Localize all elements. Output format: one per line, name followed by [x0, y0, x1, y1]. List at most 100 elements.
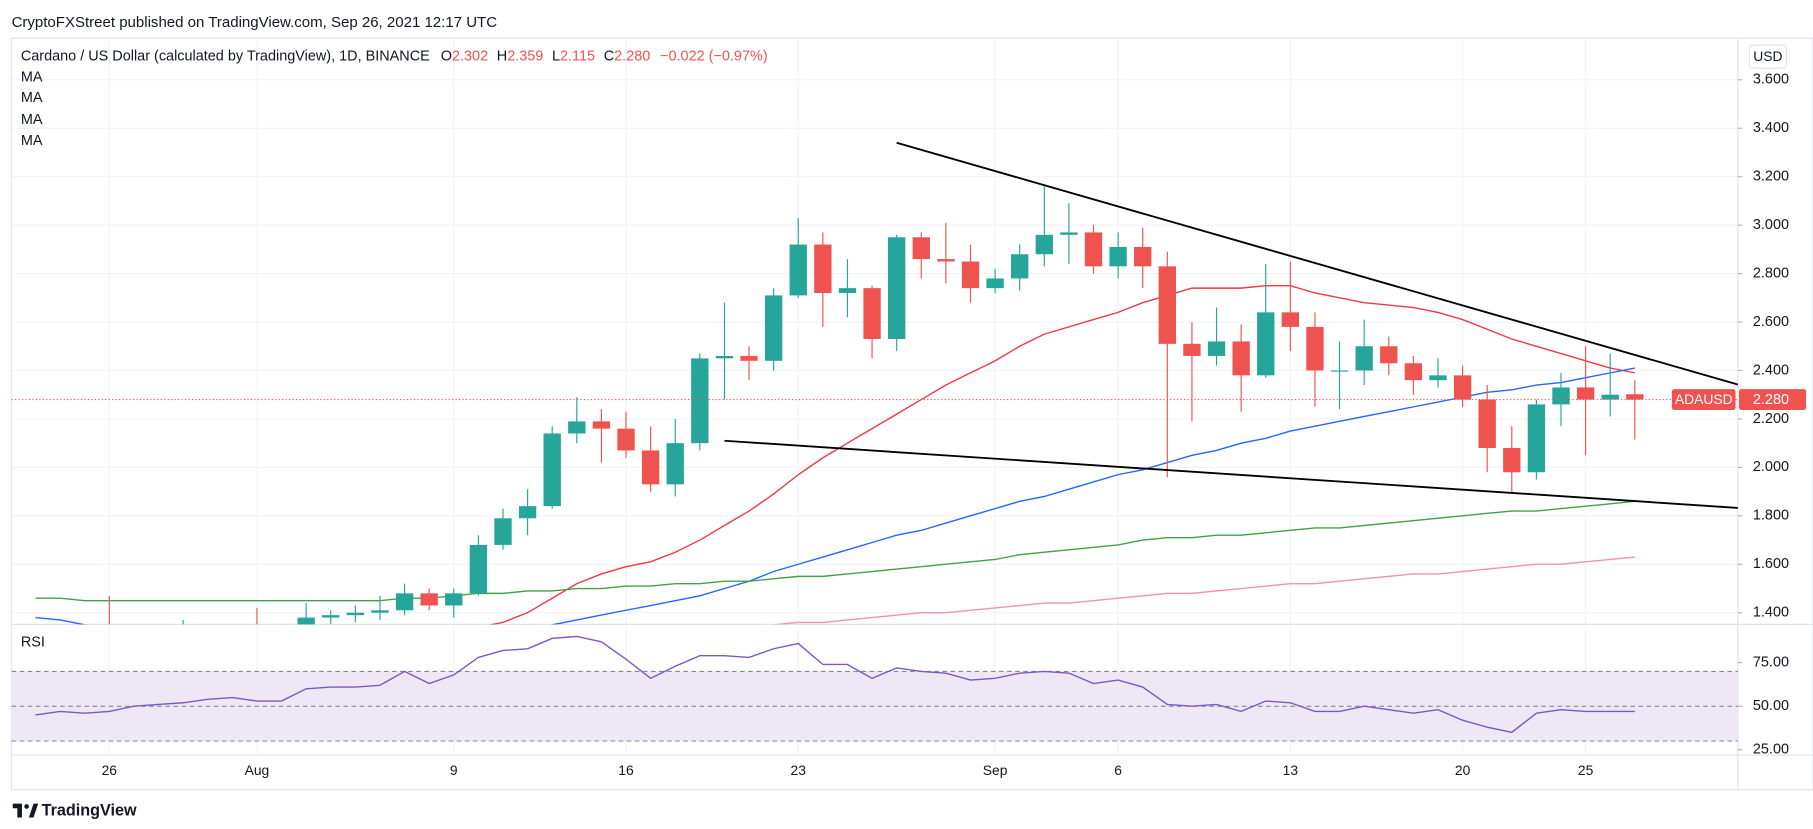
- x-tick-label: 9: [450, 762, 458, 778]
- candle-body: [1330, 370, 1349, 372]
- candle-body: [715, 355, 734, 359]
- candle-body: [1453, 375, 1472, 400]
- symbol-badge: [1671, 389, 1736, 410]
- candle-body: [1306, 326, 1324, 371]
- candle-body: [322, 615, 340, 618]
- legend-value: 2.115: [560, 48, 595, 64]
- candle-body: [1404, 363, 1423, 381]
- ma-label: MA: [21, 112, 43, 128]
- candle-body: [1626, 394, 1644, 400]
- candle-body: [1183, 343, 1201, 356]
- legend-change: −0.022 (−0.97%): [660, 48, 768, 64]
- candle-body: [543, 433, 561, 507]
- candle-body: [961, 261, 980, 289]
- candle-body: [617, 428, 635, 451]
- axes: 26 Aug 9 16 23 Sep 6 13 20 25 1.400 1.600 1.800 2.000…: [102, 72, 1807, 778]
- ma-label: MA: [21, 69, 43, 85]
- legend-key: H: [497, 48, 507, 64]
- candle-body: [1232, 341, 1250, 376]
- candle-body: [666, 443, 684, 485]
- candle-body: [420, 593, 438, 606]
- candle-body: [814, 244, 832, 293]
- candle-body: [1478, 399, 1496, 449]
- candle-body: [1011, 254, 1029, 279]
- x-tick-label: 20: [1455, 762, 1471, 778]
- candle-body: [1503, 448, 1521, 473]
- moving-average: [489, 285, 1635, 625]
- candle-body: [641, 450, 660, 485]
- y-tick-label: 1.400: [1753, 605, 1789, 621]
- candle-body: [1429, 375, 1447, 381]
- logo-mark: [24, 804, 29, 809]
- moving-average: [772, 556, 1635, 625]
- candle-body: [1355, 346, 1373, 371]
- price-badge-label: 2.280: [1753, 392, 1789, 408]
- y-tick-label: 2.600: [1753, 314, 1789, 330]
- brand-logo: [12, 803, 39, 818]
- x-tick-label: 13: [1283, 762, 1299, 778]
- candle-body: [1084, 232, 1103, 267]
- candle-body: [740, 355, 758, 361]
- x-tick-label: Sep: [983, 762, 1008, 778]
- y-tick-label: 50.00: [1753, 698, 1789, 714]
- publisher: CryptoFXStreet published on TradingView.…: [12, 14, 498, 31]
- moving-average: [35, 500, 1635, 602]
- moving-average: [35, 367, 1635, 625]
- candle-body: [494, 518, 512, 545]
- rsi-pane: [11, 670, 1738, 742]
- symbol-badge-label: ADAUSD: [1675, 391, 1733, 407]
- rsi-lines: [35, 635, 1635, 734]
- x-tick-label: 23: [791, 762, 807, 778]
- symbol-title: Cardano / US Dollar (calculated by Tradi…: [21, 48, 430, 64]
- ma-label: MA: [21, 133, 43, 149]
- logo-mark: [12, 803, 22, 818]
- candle-body: [1552, 387, 1570, 405]
- logo-mark: [28, 803, 39, 818]
- legend-key: O: [441, 48, 452, 64]
- y-tick-label: 25.00: [1753, 742, 1789, 758]
- trendline: [896, 141, 1738, 386]
- price-badge: [1739, 389, 1807, 410]
- candle-body: [1380, 346, 1398, 364]
- x-tick-label: Aug: [245, 762, 270, 778]
- candle-body: [592, 421, 611, 429]
- candle-body: [888, 237, 906, 340]
- candle-body: [1109, 246, 1127, 267]
- legend-value: 2.359: [507, 48, 543, 64]
- rsi-label: RSI: [21, 635, 45, 651]
- candle-body: [937, 259, 955, 262]
- y-tick-label: 1.600: [1753, 556, 1789, 572]
- trendline: [724, 439, 1738, 509]
- candle-body: [1576, 387, 1595, 400]
- legend: Cardano / US Dollar (calculated by Tradi…: [21, 48, 768, 64]
- candle-body: [395, 593, 414, 611]
- candle-body: [789, 244, 807, 296]
- y-tick-label: 2.400: [1753, 362, 1789, 378]
- candle-body: [1060, 232, 1078, 235]
- y-tick-label: 3.600: [1753, 72, 1789, 88]
- y-tick-label: 2.000: [1753, 459, 1789, 475]
- frame: [10, 37, 1813, 791]
- candle-body: [518, 506, 537, 519]
- candle-body: [1035, 234, 1053, 255]
- candle-body: [838, 288, 857, 293]
- y-tick-label: 75.00: [1753, 654, 1789, 670]
- legend-key: C: [604, 48, 614, 64]
- candle-body: [371, 610, 389, 613]
- brand: TradingView: [42, 801, 137, 819]
- ma-label: MA: [21, 90, 43, 106]
- x-tick-label: 25: [1578, 762, 1594, 778]
- candle-body: [1134, 246, 1152, 267]
- candle-body: [1257, 312, 1275, 376]
- x-tick-label: 6: [1114, 762, 1122, 778]
- currency-button[interactable]: [1748, 44, 1787, 69]
- candle-body: [1158, 266, 1176, 344]
- candle-body: [1281, 312, 1300, 327]
- candle-body: [1207, 341, 1226, 356]
- legend-key: L: [552, 48, 560, 64]
- candle-body: [568, 421, 586, 434]
- candle-body: [469, 544, 488, 594]
- y-tick-label: 2.200: [1753, 411, 1789, 427]
